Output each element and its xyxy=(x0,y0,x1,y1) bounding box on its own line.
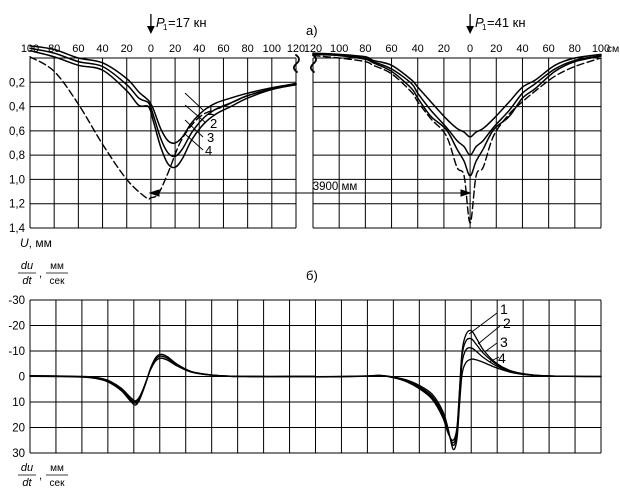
svg-text:20: 20 xyxy=(121,43,133,55)
svg-text:,: , xyxy=(39,268,42,280)
svg-text:40: 40 xyxy=(96,43,108,55)
svg-text:60: 60 xyxy=(72,43,84,55)
svg-text:мм: мм xyxy=(50,463,64,474)
svg-text:-30: -30 xyxy=(8,295,25,307)
svg-text:4: 4 xyxy=(498,350,506,366)
svg-text:сек: сек xyxy=(50,276,66,287)
svg-text:0,4: 0,4 xyxy=(9,102,26,114)
svg-text:20: 20 xyxy=(169,43,181,55)
svg-text:dt: dt xyxy=(22,477,32,489)
svg-text:0,2: 0,2 xyxy=(9,77,25,89)
svg-text:20: 20 xyxy=(438,43,450,55)
svg-text:60: 60 xyxy=(542,43,554,55)
svg-text:0: 0 xyxy=(19,372,25,384)
svg-text:10: 10 xyxy=(12,397,25,409)
svg-text:сек: сек xyxy=(50,478,66,489)
svg-text:=41 кн: =41 кн xyxy=(487,15,526,30)
svg-text:du: du xyxy=(21,260,33,272)
svg-text:б): б) xyxy=(306,268,318,283)
svg-text:40: 40 xyxy=(193,43,205,55)
svg-text:1,4: 1,4 xyxy=(9,223,26,235)
svg-text:2: 2 xyxy=(210,116,217,131)
svg-text:60: 60 xyxy=(385,43,397,55)
svg-text:см: см xyxy=(607,43,619,55)
svg-text:1,0: 1,0 xyxy=(9,174,25,186)
svg-text:40: 40 xyxy=(516,43,528,55)
svg-text:-10: -10 xyxy=(8,346,25,358)
svg-text:du: du xyxy=(21,462,33,474)
svg-text:80: 80 xyxy=(359,43,371,55)
svg-text:2: 2 xyxy=(503,315,511,331)
svg-text:a): a) xyxy=(306,23,318,38)
svg-text:60: 60 xyxy=(217,43,229,55)
svg-text:3: 3 xyxy=(500,334,508,350)
svg-text:мм: мм xyxy=(50,261,64,272)
svg-text:80: 80 xyxy=(569,43,581,55)
svg-text:1,2: 1,2 xyxy=(9,199,25,211)
svg-text:0,6: 0,6 xyxy=(9,126,25,138)
svg-text:20: 20 xyxy=(12,423,25,435)
svg-text:20: 20 xyxy=(490,43,502,55)
svg-text:0: 0 xyxy=(148,43,154,55)
svg-text:100: 100 xyxy=(263,43,281,55)
svg-text:0: 0 xyxy=(467,43,473,55)
svg-text:80: 80 xyxy=(241,43,253,55)
svg-text:0,8: 0,8 xyxy=(9,150,25,162)
svg-text:=17 кн: =17 кн xyxy=(168,15,207,30)
svg-text:120: 120 xyxy=(287,43,305,55)
svg-text:100: 100 xyxy=(330,43,348,55)
svg-text:-20: -20 xyxy=(8,321,25,333)
svg-text:40: 40 xyxy=(412,43,424,55)
svg-text:30: 30 xyxy=(12,448,25,460)
svg-text:3900 мм: 3900 мм xyxy=(313,181,358,193)
svg-text:,: , xyxy=(39,470,42,482)
svg-text:U, мм: U, мм xyxy=(20,236,52,250)
svg-text:4: 4 xyxy=(205,143,212,158)
svg-text:dt: dt xyxy=(22,275,32,287)
